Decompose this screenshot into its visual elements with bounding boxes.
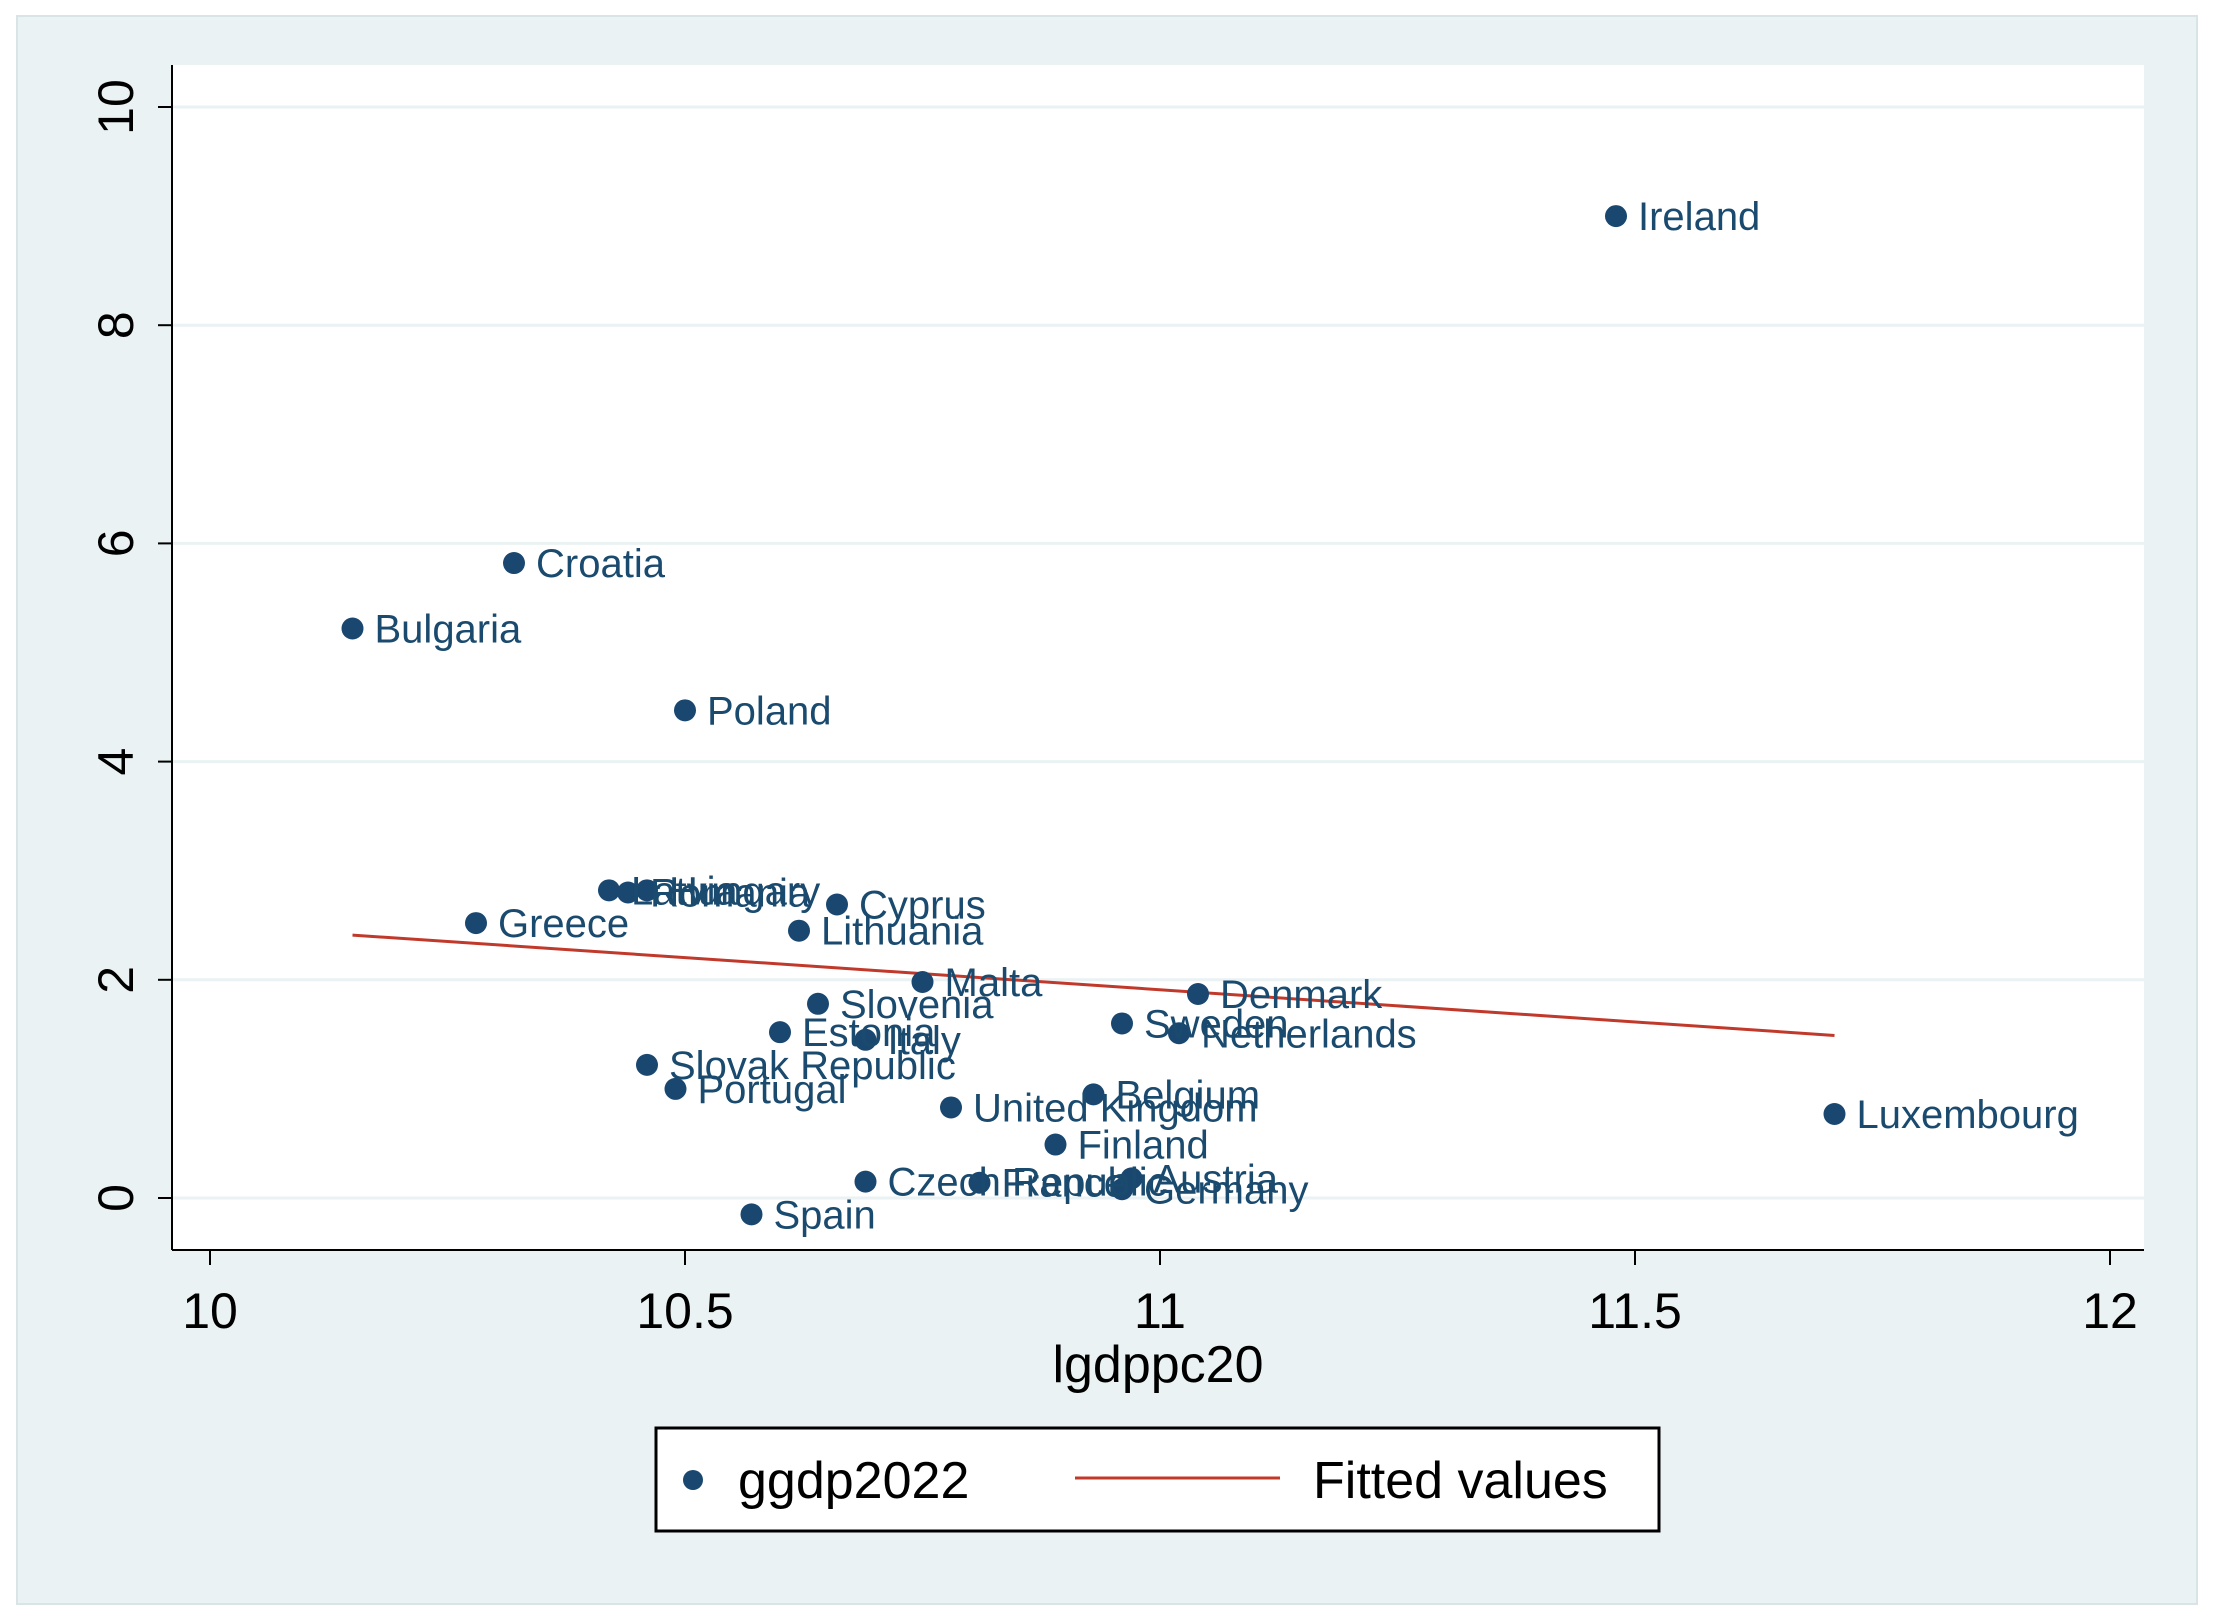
scatter-point: [341, 617, 364, 640]
fitted-values-line: [352, 933, 1835, 1037]
scatter-points-layer: [341, 205, 1846, 1226]
point-label: Hungary: [669, 869, 820, 913]
point-label: Lithuania: [821, 910, 984, 954]
scatter-point: [598, 879, 620, 902]
point-label: Bulgaria: [375, 607, 523, 651]
scatter-point: [1044, 1133, 1067, 1156]
x-tick-label: 11: [1134, 1283, 1186, 1339]
scatter-point: [826, 893, 848, 916]
scatter-point: [1823, 1102, 1846, 1125]
legend-marker-icon: [683, 1470, 703, 1490]
scatter-point: [769, 1021, 791, 1044]
point-label: Italy: [888, 1019, 961, 1063]
point-label: Netherlands: [1201, 1012, 1417, 1056]
x-tick-label: 11.5: [1588, 1283, 1682, 1339]
point-label: Greece: [498, 902, 629, 946]
point-label: Ireland: [1638, 195, 1760, 239]
point-label: France: [1002, 1162, 1127, 1206]
point-label: Latvia: [631, 869, 738, 913]
x-tick-label: 10.5: [636, 1283, 733, 1339]
scatter-point: [664, 1077, 687, 1100]
point-label: Germany: [1144, 1168, 1309, 1212]
point-label: Romania: [650, 872, 811, 916]
legend-label-ggdp2022: ggdp2022: [738, 1452, 969, 1510]
scatter-point: [636, 879, 658, 902]
point-label: Belgium: [1116, 1073, 1261, 1117]
point-label: Sweden: [1144, 1002, 1289, 1046]
scatter-point: [1168, 1022, 1190, 1045]
scatter-point: [854, 1028, 877, 1051]
y-tick-label: 6: [88, 529, 144, 557]
scatter-point: [911, 970, 934, 993]
point-label: Poland: [707, 689, 832, 733]
scatter-point: [636, 1053, 658, 1076]
scatter-point: [1111, 1012, 1133, 1035]
scatter-point: [968, 1171, 991, 1194]
scatter-point: [1605, 205, 1627, 228]
scatter-point: [854, 1170, 877, 1193]
y-tick-label: 0: [88, 1184, 144, 1212]
point-label: Slovak Republic: [669, 1044, 956, 1088]
scatter-point: [503, 552, 525, 575]
scatter-point: [940, 1096, 962, 1119]
y-tick-label: 4: [88, 748, 144, 776]
legend-label-fitted-values: Fitted values: [1313, 1452, 1608, 1510]
legend: ggdp2022 Fitted values: [654, 1426, 1661, 1533]
point-label: Portugal: [698, 1068, 847, 1112]
point-label: Czech Republic: [888, 1161, 1168, 1205]
x-tick-label: 10: [182, 1283, 238, 1339]
gridlines: [172, 105, 2144, 1200]
point-label: Slovenia: [840, 983, 994, 1027]
point-label: Cyprus: [859, 884, 986, 928]
fitted-values-layer: [352, 933, 1835, 1037]
plot-region: [172, 65, 2144, 1250]
scatter-point: [807, 992, 829, 1015]
y-tick-label: 2: [88, 966, 144, 994]
y-tick-label: 8: [88, 311, 144, 339]
x-axis-title: lgdppc20: [1052, 1336, 1263, 1394]
x-tick-label: 12: [2082, 1283, 2138, 1339]
scatter-point: [465, 912, 487, 935]
point-label: United Kingdom: [973, 1086, 1258, 1130]
scatter-point: [1111, 1178, 1133, 1201]
y-tick-label: 10: [88, 79, 144, 135]
point-labels-layer: Ireland Croatia Bulgaria Poland HungaryLatvi…: [375, 195, 2079, 1237]
scatter-point: [1187, 982, 1209, 1005]
point-label: Luxembourg: [1857, 1093, 2079, 1137]
point-label: Spain: [774, 1193, 876, 1237]
scatter-point: [740, 1203, 763, 1226]
point-label: Croatia: [536, 542, 666, 586]
scatter-point: [788, 919, 810, 942]
x-axis-ticks: 10 10.5 11 11.5 12: [182, 1250, 2138, 1339]
scatter-point: [674, 699, 696, 722]
y-axis-ticks: 0 2 4 6 8 10: [88, 79, 172, 1212]
point-label: Denmark: [1220, 973, 1383, 1017]
point-label: Austria: [1154, 1157, 1279, 1201]
point-label: Malta: [945, 961, 1044, 1005]
scatter-point: [617, 881, 639, 904]
point-label: Finland: [1078, 1124, 1209, 1168]
point-label: Estonia: [802, 1011, 936, 1055]
scatter-point: [1082, 1083, 1105, 1106]
